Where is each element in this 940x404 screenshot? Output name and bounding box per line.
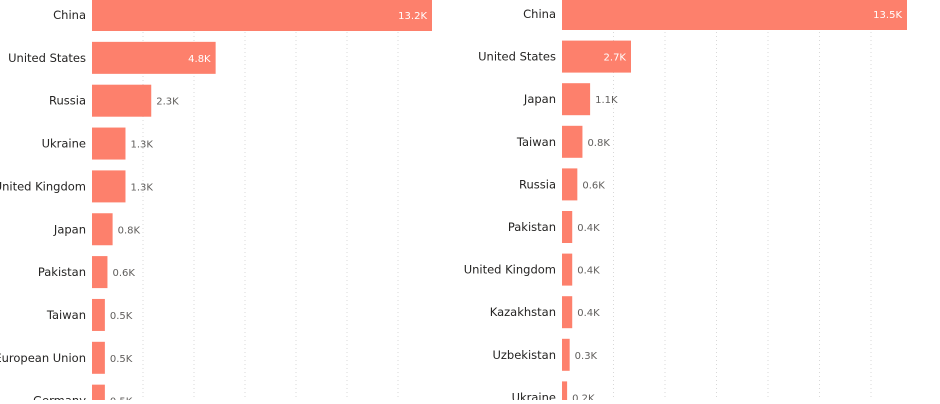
category-label: Uzbekistan <box>492 348 556 362</box>
bar[interactable] <box>92 256 108 289</box>
data-label: 13.2K <box>398 11 427 22</box>
data-label: 0.2K <box>572 393 595 400</box>
data-label: 2.3K <box>156 97 179 108</box>
bar[interactable] <box>92 298 105 331</box>
bar[interactable] <box>562 168 578 201</box>
bar[interactable] <box>562 338 570 371</box>
category-label: China <box>53 8 86 22</box>
data-label: 4.8K <box>188 54 211 65</box>
category-label: Ukraine <box>512 390 556 400</box>
data-label: 13.5K <box>873 10 902 21</box>
category-label: Pakistan <box>38 265 86 279</box>
category-label: European Union <box>0 351 86 365</box>
category-label: United States <box>478 50 556 64</box>
bar[interactable] <box>562 0 907 30</box>
bar[interactable] <box>92 127 126 160</box>
category-label: Russia <box>519 177 556 191</box>
bar[interactable] <box>92 341 105 374</box>
category-label: United Kingdom <box>0 179 86 193</box>
data-label: 0.6K <box>582 180 605 191</box>
bar[interactable] <box>92 384 105 404</box>
data-label: 1.1K <box>595 95 618 106</box>
data-label: 0.5K <box>110 397 133 400</box>
category-label: China <box>523 7 556 21</box>
data-label: 0.3K <box>575 351 598 362</box>
bar[interactable] <box>92 84 152 117</box>
right-bar-chart: China 13.5K United States 2.7K Japan 1.1K Taiw… <box>464 0 907 404</box>
bar[interactable] <box>562 253 573 286</box>
data-label: 0.4K <box>577 266 600 277</box>
category-label: Russia <box>49 94 86 108</box>
bar[interactable] <box>562 40 631 73</box>
data-label: 0.8K <box>587 138 610 149</box>
bar[interactable] <box>562 125 583 158</box>
data-label: 0.4K <box>577 308 600 319</box>
bar[interactable] <box>562 211 573 243</box>
left-bar-chart: China 13.2K United States 4.8K Russia 2.3K Ukr… <box>0 0 432 404</box>
data-label: 0.8K <box>118 225 141 236</box>
data-label: 0.5K <box>110 311 133 322</box>
bar[interactable] <box>92 41 216 74</box>
bar[interactable] <box>562 381 568 404</box>
category-label: Taiwan <box>516 135 556 149</box>
category-label: Kazakhstan <box>490 305 556 319</box>
category-label: United States <box>8 51 86 65</box>
category-label: Taiwan <box>46 308 86 322</box>
bar[interactable] <box>92 0 432 31</box>
data-label: 0.4K <box>577 223 600 234</box>
data-label: 2.7K <box>604 53 627 64</box>
category-label: United Kingdom <box>464 263 556 277</box>
bar[interactable] <box>562 296 573 329</box>
bar[interactable] <box>562 83 591 116</box>
data-label: 1.3K <box>130 140 153 151</box>
data-label: 0.6K <box>112 268 135 279</box>
category-label: Japan <box>53 222 86 236</box>
bar[interactable] <box>92 213 113 246</box>
category-label: Germany <box>33 394 86 400</box>
category-label: Japan <box>523 92 556 106</box>
data-label: 1.3K <box>130 182 153 193</box>
category-label: Ukraine <box>42 137 86 151</box>
data-label: 0.5K <box>110 354 133 365</box>
category-label: Pakistan <box>508 220 556 234</box>
bar[interactable] <box>92 170 126 203</box>
